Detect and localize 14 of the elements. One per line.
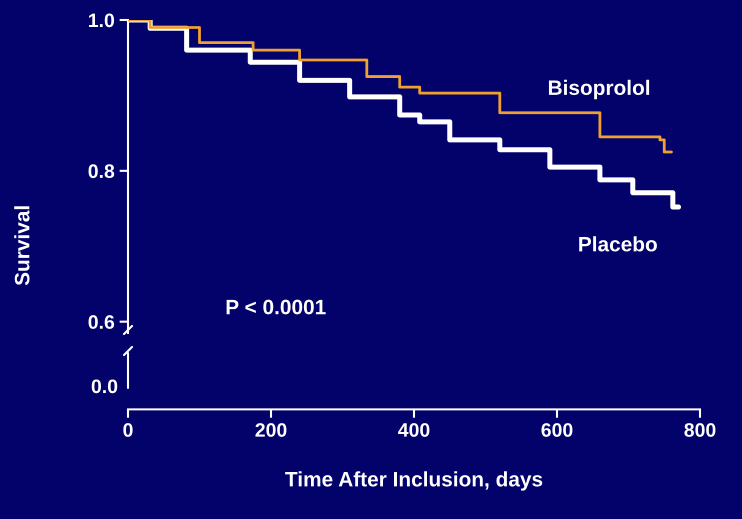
y-tick-label: 1.0 [89, 13, 114, 28]
x-tick-label: 0 [123, 423, 133, 437]
series-label: Bisoprolol [548, 80, 650, 100]
annotation: P < 0.0001 [226, 300, 326, 314]
series-label: Placebo [579, 236, 657, 252]
y-tick-label: 0.6 [88, 315, 114, 329]
x-tick-label: 600 [541, 423, 572, 437]
x-tick-label: 400 [398, 423, 430, 437]
x-axis-title: Time After Inclusion, days [285, 471, 542, 491]
y-axis-title: Survival [14, 206, 30, 286]
x-tick-label: 800 [684, 423, 716, 437]
text: 0.0 [92, 379, 118, 394]
y-tick-label: 0.8 [88, 164, 114, 178]
x-tick-label: 200 [255, 423, 286, 437]
